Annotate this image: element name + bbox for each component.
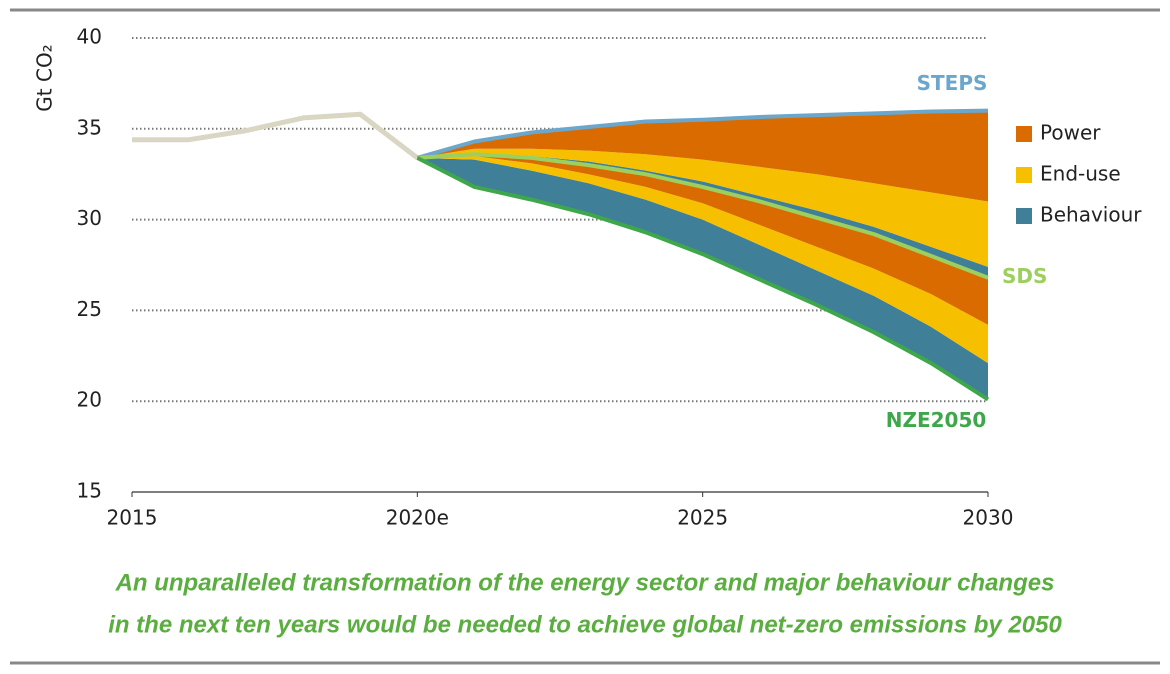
scenario-line [416,108,989,160]
caption: An unparalleled transformation of the en… [115,569,1055,596]
caption: in the next ten years would be needed to… [108,611,1062,638]
history-line [132,111,419,160]
y-tick-label: 40 [77,25,102,49]
x-tick-label: 2020e [386,506,449,530]
legend-swatch [1016,208,1032,224]
legend-label: Behaviour [1040,203,1142,227]
x-tick-label: 2015 [107,506,158,530]
scenario-label: SDS [1002,264,1047,288]
area [417,110,988,202]
x-tick-label: 2025 [677,506,728,530]
y-tick-label: 15 [77,479,102,503]
area [417,148,988,267]
area [417,157,988,400]
y-tick-label: 25 [77,297,102,321]
legend-label: End-use [1040,162,1121,186]
scenario-line [416,156,990,402]
scenario-line [417,152,989,280]
y-tick-label: 30 [77,206,102,230]
legend-label: Power [1040,121,1101,145]
y-tick-label: 20 [77,388,102,412]
y-tick-label: 35 [77,115,102,139]
legend-swatch [1016,126,1032,142]
legend-swatch [1016,167,1032,183]
x-tick-label: 2030 [963,506,1014,530]
y-axis-label: Gt CO₂ [33,44,57,111]
scenario-label: STEPS [917,71,988,95]
scenario-label: NZE2050 [886,408,987,432]
